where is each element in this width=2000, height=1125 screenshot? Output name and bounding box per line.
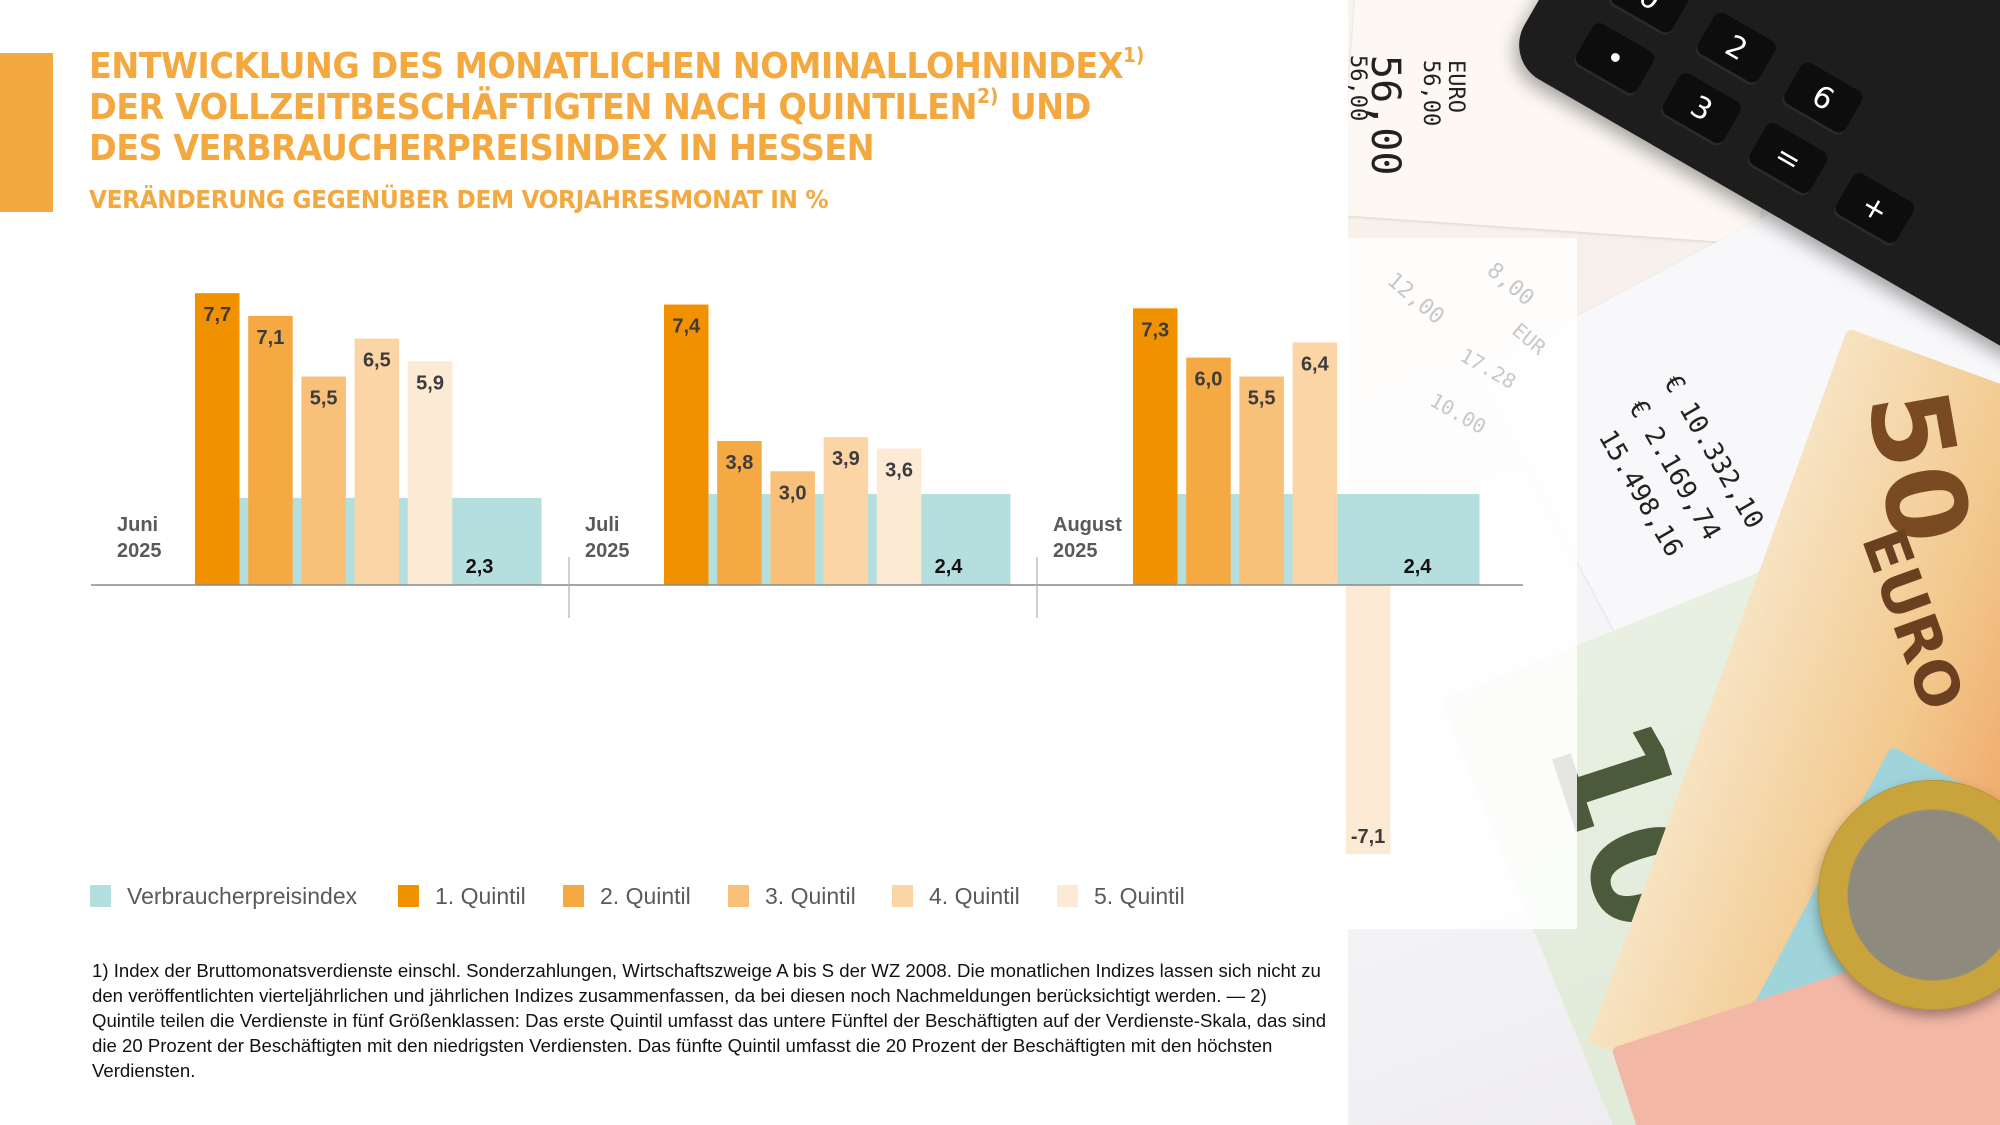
data-label-quintil-4: 6,5 — [363, 350, 391, 372]
data-label-quintil-2: 3,8 — [726, 452, 754, 474]
data-label-quintil-4: 3,9 — [832, 448, 860, 470]
legend-label: 2. Quintil — [600, 882, 691, 909]
data-label-quintil-5: 3,6 — [885, 460, 913, 482]
legend-item: 5. Quintil — [1057, 881, 1185, 911]
data-label-quintil-2: 6,0 — [1195, 369, 1223, 391]
legend-swatch — [1057, 885, 1078, 907]
legend-swatch — [728, 885, 749, 907]
legend-label: 4. Quintil — [929, 882, 1020, 909]
bar-quintil-4-juni — [354, 338, 400, 585]
data-label-quintil-5: -7,1 — [1351, 826, 1385, 848]
legend-item: 3. Quintil — [728, 881, 856, 911]
legend-label: 3. Quintil — [765, 882, 856, 909]
data-label-quintil-3: 5,5 — [310, 388, 338, 410]
legend-label: 1. Quintil — [435, 882, 526, 909]
bar-quintil-2-juni — [248, 315, 293, 585]
bar-quintil-4-august — [1292, 342, 1338, 585]
data-label-cpi: 2,4 — [935, 556, 964, 578]
data-label-cpi: 2,3 — [466, 556, 494, 578]
accent-bar — [0, 53, 53, 212]
data-label-quintil-1: 7,3 — [1141, 319, 1169, 341]
title-line-1: ENTWICKLUNG DES MONATLICHEN NOMINALLOHNI… — [89, 43, 1145, 87]
x-tick-label-month: Juli — [585, 514, 619, 536]
legend-label: Verbraucherpreisindex — [127, 882, 358, 909]
data-label-quintil-3: 3,0 — [779, 482, 807, 504]
legend-swatch — [563, 885, 584, 907]
bar-quintil-1-august — [1133, 308, 1178, 585]
bar-quintil-1-juli — [664, 304, 709, 585]
bar-quintil-5-juni — [407, 361, 453, 585]
title-line-3: DES VERBRAUCHERPREISINDEX IN HESSEN — [89, 128, 875, 169]
data-label-quintil-1: 7,7 — [203, 304, 231, 326]
data-label-quintil-3: 5,5 — [1248, 388, 1276, 410]
x-tick-label-month: August — [1053, 514, 1122, 536]
x-tick-label-year: 2025 — [117, 540, 162, 562]
title-line-2: DER VOLLZEITBESCHÄFTIGTEN NACH QUINTILEN… — [89, 84, 1091, 128]
chart-subtitle: VERÄNDERUNG GEGENÜBER DEM VORJAHRESMONAT… — [89, 185, 829, 214]
data-label-quintil-4: 6,4 — [1301, 353, 1330, 375]
bar-quintil-2-august — [1186, 357, 1231, 585]
data-label-quintil-1: 7,4 — [672, 316, 701, 338]
legend-item: 1. Quintil — [398, 881, 526, 911]
bar-quintil-3-august — [1239, 376, 1284, 585]
bar-quintil-4-juli — [823, 437, 869, 585]
legend-item: Verbraucherpreisindex — [90, 881, 357, 911]
chart-title: ENTWICKLUNG DES MONATLICHEN NOMINALLOHNI… — [89, 43, 1261, 169]
axis-layer — [91, 557, 1523, 618]
x-tick-label-month: Juni — [117, 514, 158, 536]
legend-swatch — [398, 885, 419, 907]
x-tick-label-year: 2025 — [585, 540, 630, 562]
labels-layer: 2,3 7,7 7,1 5,5 6,5 5,9 Juni 2025 2,4 7,4 3,8 3,0 3,… — [117, 304, 1432, 848]
data-label-cpi: 2,4 — [1404, 556, 1433, 578]
euro-coin — [1818, 780, 2000, 1010]
legend-item: 4. Quintil — [892, 881, 1020, 911]
bars-layer — [195, 293, 1480, 855]
legend-swatch — [90, 885, 111, 907]
data-label-quintil-2: 7,1 — [257, 327, 285, 349]
bar-quintil-2-juli — [717, 440, 762, 585]
x-tick-label-year: 2025 — [1053, 540, 1098, 562]
bar-quintil-5-august — [1345, 585, 1391, 855]
data-label-quintil-5: 5,9 — [416, 372, 444, 394]
bar-quintil-3-juni — [301, 376, 346, 585]
legend-label: 5. Quintil — [1094, 882, 1185, 909]
bar-quintil-3-juli — [770, 471, 815, 585]
bar-quintil-5-juli — [876, 448, 922, 585]
legend-swatch — [892, 885, 913, 907]
bar-quintil-1-juni — [195, 293, 240, 585]
legend-item: 2. Quintil — [563, 881, 691, 911]
footnote: 1) Index der Bruttomonatsverdienste eins… — [92, 960, 1327, 1081]
